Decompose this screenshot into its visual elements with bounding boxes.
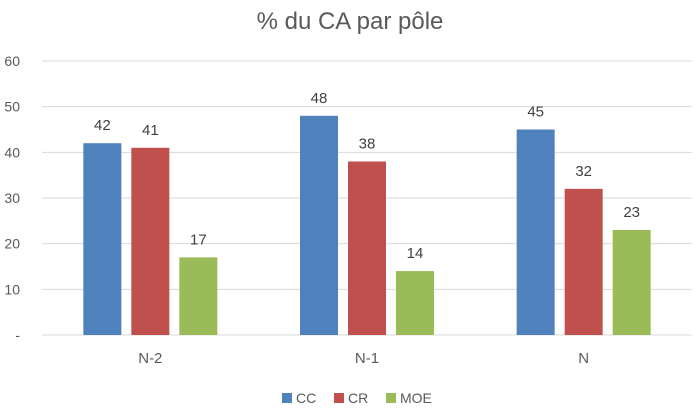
y-tick-label: 60: [4, 53, 20, 69]
y-tick-label: 20: [4, 236, 20, 252]
data-label: 14: [407, 245, 424, 262]
bars: [83, 115, 651, 335]
bar-cr-n-2: [131, 147, 170, 335]
data-label: 48: [311, 90, 328, 107]
y-tick-label: 40: [4, 144, 20, 160]
y-tick-label: 10: [4, 281, 20, 297]
legend-label-moe: MOE: [400, 390, 432, 406]
data-label: 32: [575, 163, 592, 180]
bar-cr-n: [564, 188, 603, 335]
bar-cc-n: [516, 129, 555, 335]
y-tick-label: -: [15, 327, 20, 343]
x-category-label: N-2: [138, 350, 162, 367]
legend: CC CR MOE: [282, 390, 432, 406]
bar-cc-n-2: [83, 143, 122, 335]
data-labels: 42 41 17 48 38 14 45 32 23: [94, 90, 640, 262]
data-label: 17: [190, 231, 207, 248]
legend-label-cc: CC: [296, 390, 316, 406]
legend-swatch-cc: [282, 393, 292, 403]
data-label: 45: [527, 104, 544, 121]
legend-swatch-cr: [334, 393, 344, 403]
bar-cr-n-1: [348, 161, 386, 335]
y-tick-label: 30: [4, 190, 20, 206]
x-axis-categories: N-2 N-1 N: [138, 350, 589, 367]
bar-moe-n-2: [179, 257, 218, 335]
data-label: 23: [623, 204, 640, 221]
x-category-label: N: [578, 350, 589, 367]
data-label: 42: [94, 117, 111, 134]
bar-moe-n-1: [396, 271, 434, 335]
x-category-label: N-1: [355, 350, 379, 367]
bar-cc-n-1: [300, 115, 338, 335]
y-axis-ticks: - 10 20 30 40 50 60: [4, 53, 20, 343]
legend-label-cr: CR: [348, 390, 368, 406]
bar-moe-n: [612, 229, 651, 335]
legend-swatch-moe: [386, 393, 396, 403]
data-label: 38: [359, 135, 376, 152]
chart-title: % du CA par pôle: [257, 8, 444, 35]
data-label: 41: [142, 122, 159, 139]
y-tick-label: 50: [4, 99, 20, 115]
